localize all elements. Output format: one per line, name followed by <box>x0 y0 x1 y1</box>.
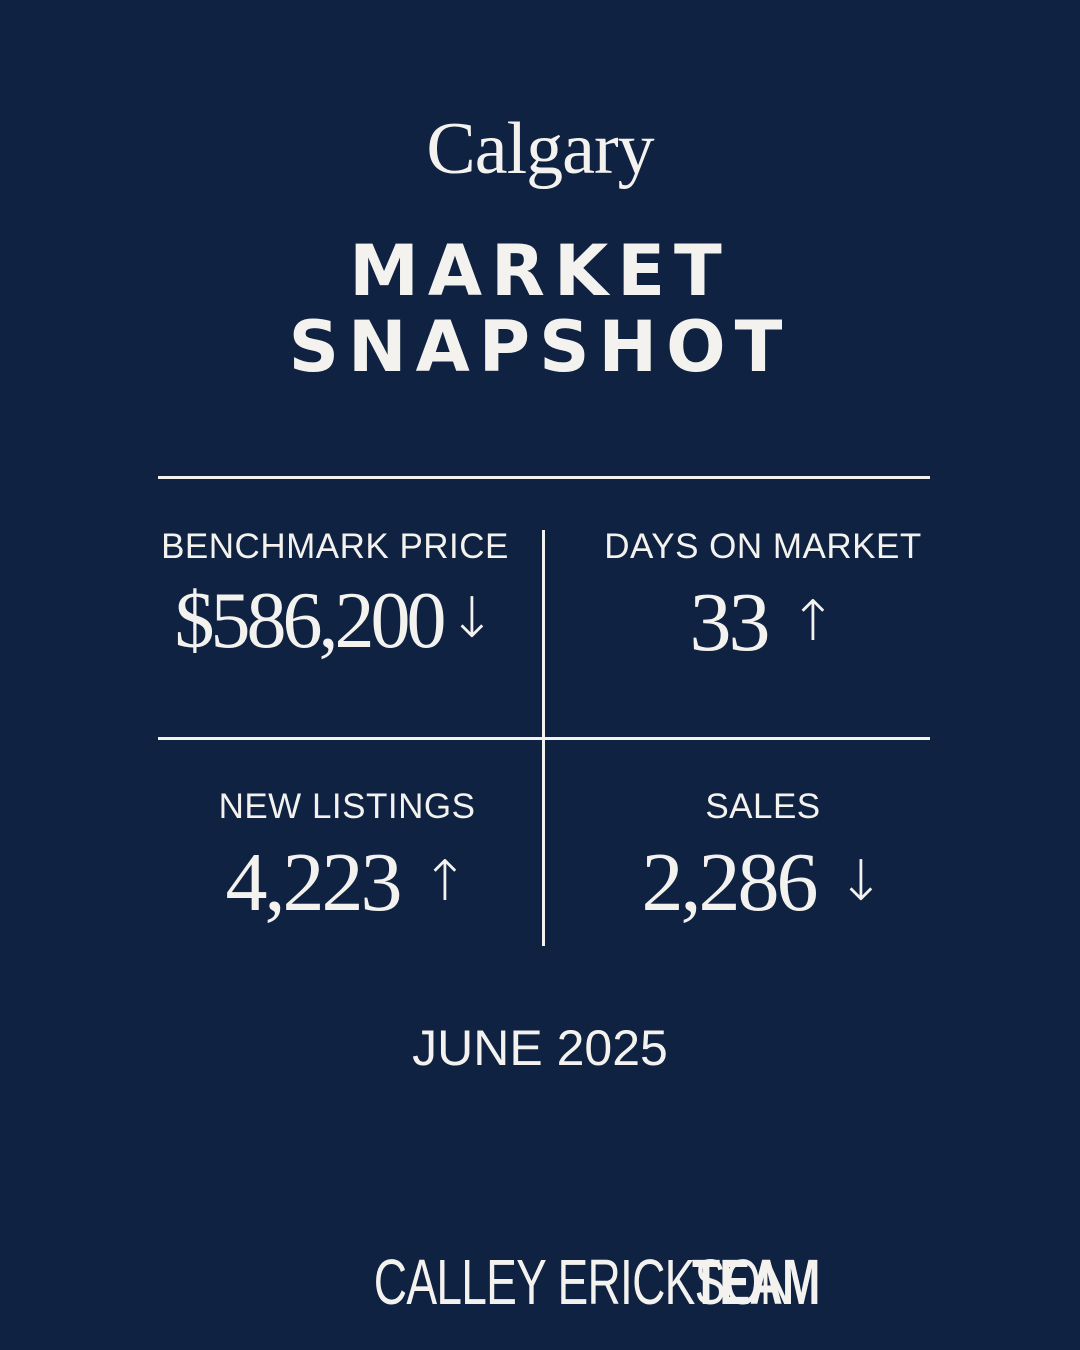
brand-name-bold: TEAM <box>692 1246 820 1318</box>
stat-new-listings: NEW LISTINGS 4,223 ↑ <box>152 787 542 925</box>
stat-value: 33 <box>689 576 771 669</box>
vertical-divider <box>542 530 545 946</box>
stat-label: BENCHMARK PRICE <box>161 527 509 566</box>
stat-days-on-market: DAYS ON MARKET 33 ↑ <box>568 527 958 665</box>
stat-benchmark-price: BENCHMARK PRICE $586,200 ↓ <box>140 527 530 661</box>
arrow-up-icon: ↑ <box>421 849 469 914</box>
arrow-up-icon: ↑ <box>789 589 837 654</box>
stat-value: 2,286 <box>641 836 819 929</box>
arrow-down-icon: ↓ <box>448 586 496 651</box>
city-title: Calgary <box>426 108 654 190</box>
brand-name: CALLEY ERICKSONTEAM <box>0 1250 1080 1314</box>
stat-label: NEW LISTINGS <box>218 787 476 826</box>
stat-label: SALES <box>705 787 821 826</box>
headline-line-2: SNAPSHOT <box>288 306 792 388</box>
stat-value: 4,223 <box>225 836 403 929</box>
stat-label: DAYS ON MARKET <box>604 527 922 566</box>
headline-line-1: MARKET <box>349 230 731 312</box>
top-divider <box>158 476 930 479</box>
stat-value: $586,200 <box>174 577 447 665</box>
brand-name-regular: CALLEY ERICKSON <box>373 1246 793 1318</box>
arrow-down-icon: ↓ <box>837 849 885 914</box>
stat-sales: SALES 2,286 ↓ <box>568 787 958 925</box>
report-period: JUNE 2025 <box>412 1020 668 1076</box>
